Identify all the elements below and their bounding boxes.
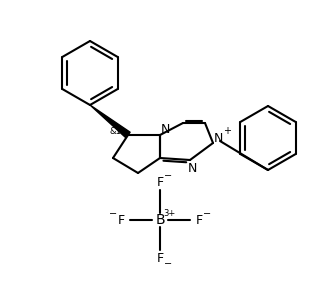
Text: −: − [109, 209, 117, 219]
Text: F: F [156, 176, 164, 188]
Text: N: N [160, 123, 170, 136]
Text: &1: &1 [109, 127, 121, 136]
Polygon shape [90, 105, 130, 138]
Text: −: − [203, 209, 211, 219]
Text: 3+: 3+ [163, 209, 175, 217]
Text: +: + [223, 126, 231, 136]
Text: N: N [187, 161, 197, 175]
Text: −: − [164, 259, 172, 269]
Text: F: F [117, 213, 124, 226]
Text: −: − [164, 171, 172, 181]
Text: N: N [213, 132, 223, 144]
Text: B: B [155, 213, 165, 227]
Text: F: F [156, 252, 164, 265]
Text: F: F [196, 213, 203, 226]
